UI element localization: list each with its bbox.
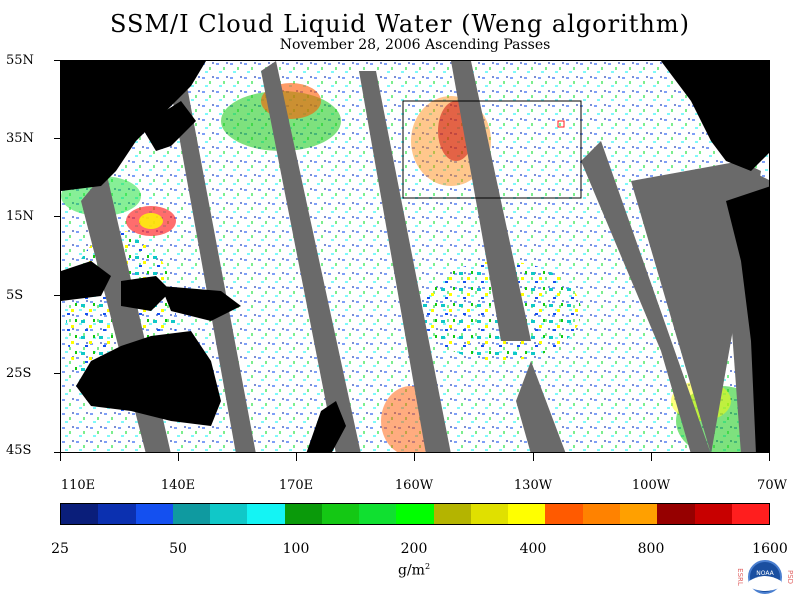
lat-label-35n: 35N xyxy=(6,131,34,146)
lon-tick xyxy=(533,453,534,461)
scale-label-25: 25 xyxy=(51,541,69,557)
lat-tick xyxy=(54,373,60,374)
station-marker xyxy=(557,120,565,128)
logo-right-letters: PSD xyxy=(786,570,794,584)
lat-label-15n: 15N xyxy=(6,209,34,224)
lat-tick xyxy=(54,138,60,139)
color-scale-segment-7 xyxy=(321,504,360,524)
lat-label-25s: 25S xyxy=(6,366,32,381)
lon-tick xyxy=(414,453,415,461)
lon-tick xyxy=(178,453,179,461)
lat-label-45s: 45S xyxy=(6,443,32,458)
color-scale-segment-16 xyxy=(657,504,695,524)
scale-label-200: 200 xyxy=(400,541,428,557)
logo-left-letters: ESRL xyxy=(736,568,744,586)
color-scale-segment-13 xyxy=(545,504,583,524)
cloud-liquid-water-map xyxy=(60,60,770,453)
lon-label-110e: 110E xyxy=(60,478,96,493)
lat-tick xyxy=(54,452,60,453)
lon-label-130w: 130W xyxy=(513,478,553,493)
color-scale-segment-5 xyxy=(247,504,285,524)
color-scale-segment-18 xyxy=(731,504,770,524)
lat-label-55n: 55N xyxy=(6,53,34,68)
color-scale-segment-9 xyxy=(396,504,434,524)
map-subtitle: November 28, 2006 Ascending Passes xyxy=(279,37,551,53)
lon-tick xyxy=(296,453,297,461)
scale-label-400: 400 xyxy=(519,541,547,557)
lon-tick xyxy=(769,453,770,461)
units-text: g/m xyxy=(398,562,425,579)
color-scale-segment-3 xyxy=(172,504,211,524)
lon-label-100w: 100W xyxy=(631,478,671,493)
noaa-esrl-psd-logo: NOAA ESRL PSD xyxy=(735,555,795,600)
color-scale-segment-12 xyxy=(508,504,546,524)
logo-center-text: NOAA xyxy=(756,570,774,577)
highlight-box xyxy=(402,100,582,199)
land-masses xyxy=(61,61,769,452)
color-scale-segment-14 xyxy=(582,504,620,524)
color-scale-segment-0 xyxy=(61,504,99,524)
units-label: g/m2 xyxy=(398,562,430,579)
color-scale-segment-11 xyxy=(470,504,509,524)
color-scale-bar xyxy=(60,503,770,525)
color-scale-segment-6 xyxy=(284,504,322,524)
map-title: SSM/I Cloud Liquid Water (Weng algorithm… xyxy=(109,10,690,38)
color-scale-segment-4 xyxy=(210,504,248,524)
color-scale-segment-1 xyxy=(98,504,136,524)
lon-tick xyxy=(60,453,61,461)
lon-label-140e: 140E xyxy=(160,478,196,493)
color-scale-segment-15 xyxy=(619,504,658,524)
scale-label-50: 50 xyxy=(169,541,187,557)
no-data-swaths xyxy=(81,61,769,452)
color-scale-segment-10 xyxy=(433,504,471,524)
lon-label-170e: 170E xyxy=(278,478,314,493)
scale-label-1600: 1600 xyxy=(752,541,788,557)
color-scale-segment-2 xyxy=(135,504,173,524)
lat-label-5s: 5S xyxy=(6,288,24,303)
scale-label-100: 100 xyxy=(282,541,310,557)
lat-tick xyxy=(54,216,60,217)
lon-label-70w: 70W xyxy=(757,478,787,493)
units-superscript: 2 xyxy=(424,562,431,571)
lat-tick xyxy=(54,295,60,296)
color-scale-segment-8 xyxy=(359,504,397,524)
lon-tick xyxy=(651,453,652,461)
lon-label-160w: 160W xyxy=(394,478,434,493)
color-scale-segment-17 xyxy=(694,504,732,524)
scale-label-800: 800 xyxy=(637,541,665,557)
lat-tick xyxy=(54,60,60,61)
